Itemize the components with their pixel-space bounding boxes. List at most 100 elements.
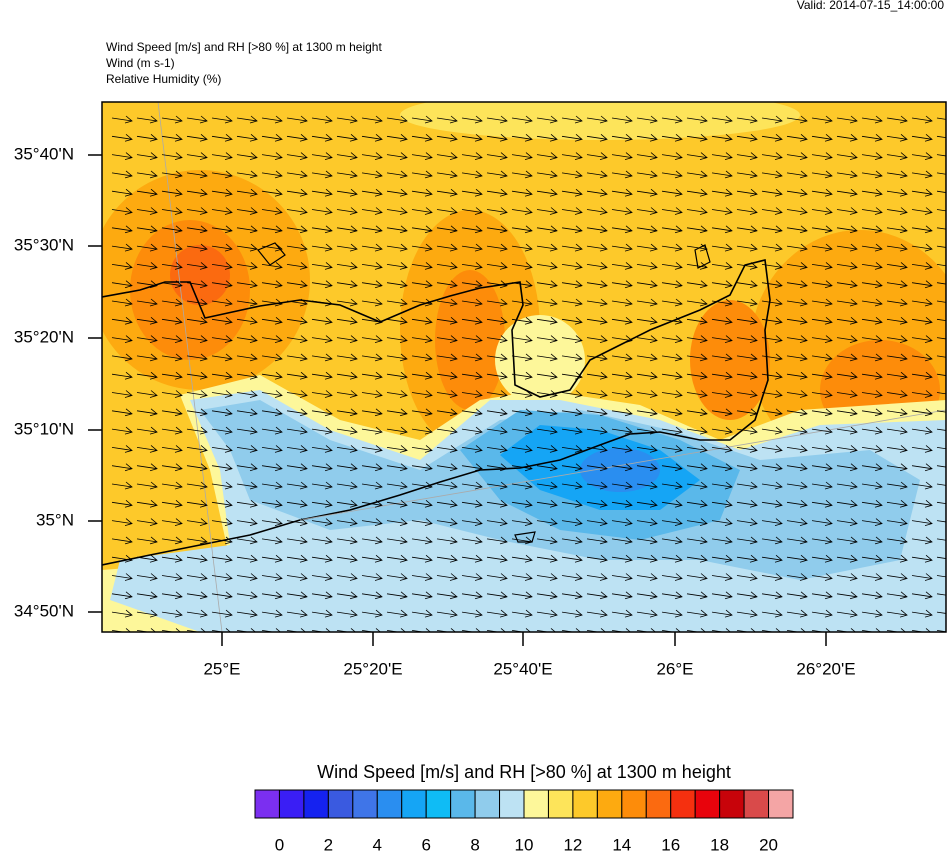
wind-arrow — [761, 536, 783, 545]
wind-arrow — [911, 335, 933, 343]
wind-arrow — [661, 188, 683, 197]
wind-arrow — [136, 262, 158, 270]
wind-arrow — [536, 536, 558, 545]
wind-arrow — [911, 426, 933, 435]
wind-arrow — [436, 554, 458, 563]
wind-arrow — [461, 481, 483, 490]
wind-arrow — [286, 554, 308, 563]
wind-arrow — [111, 133, 133, 142]
wind-arrow — [336, 262, 358, 270]
colorbar-swatch — [499, 789, 525, 819]
wind-arrow — [886, 335, 908, 343]
wind-arrow — [286, 298, 308, 307]
wind-arrow — [411, 316, 433, 325]
wind-arrow — [236, 280, 258, 289]
wind-arrow — [786, 170, 808, 179]
wind-arrow — [636, 280, 658, 289]
wind-arrow — [511, 188, 533, 197]
wind-arrow — [386, 371, 408, 380]
wind-arrow — [536, 280, 558, 289]
wind-arrow — [536, 316, 558, 325]
wind-arrow — [536, 170, 558, 179]
wind-arrow — [536, 225, 558, 234]
wind-arrow — [861, 207, 883, 215]
wind-arrow — [561, 573, 583, 581]
wind-arrow — [711, 298, 733, 307]
wind-arrow — [761, 262, 783, 270]
wind-arrow — [861, 133, 883, 142]
wind-arrow — [211, 536, 233, 545]
wind-arrow — [561, 170, 583, 179]
wind-arrow — [511, 609, 533, 618]
wind-arrow — [411, 298, 433, 307]
wind-arrow — [311, 390, 333, 398]
wind-arrow — [761, 573, 783, 581]
wind-arrow — [686, 463, 708, 472]
wind-arrow — [461, 225, 483, 234]
wind-arrow — [836, 371, 858, 380]
wind-arrow — [411, 207, 433, 215]
wind-arrow — [786, 353, 808, 362]
wind-arrow — [786, 499, 808, 508]
wind-arrow — [486, 335, 508, 343]
colorbar-swatch — [596, 789, 623, 819]
wind-arrow — [736, 536, 758, 545]
wind-arrow — [911, 408, 933, 417]
wind-arrow — [661, 390, 683, 398]
wind-arrow — [186, 115, 208, 124]
wind-arrow — [861, 481, 883, 490]
wind-arrow — [586, 426, 608, 435]
wind-arrow — [936, 172, 946, 175]
lat-label: 34°50'N — [14, 601, 74, 620]
wind-arrow — [786, 188, 808, 197]
wind-arrow — [711, 207, 733, 215]
wind-arrow — [411, 609, 433, 618]
colorbar-swatch — [694, 789, 721, 819]
wind-arrow — [261, 463, 283, 472]
wind-arrow — [636, 463, 658, 472]
wind-arrow — [136, 554, 158, 563]
wind-arrow — [786, 207, 808, 215]
colorbar-tick-label: 14 — [612, 835, 631, 854]
wind-arrow — [311, 481, 333, 490]
wind-arrow — [561, 353, 583, 362]
wind-arrow — [161, 371, 183, 380]
wind-arrow — [511, 243, 533, 252]
wind-arrow — [136, 591, 158, 600]
wind-arrow — [611, 152, 633, 160]
wind-arrow — [161, 463, 183, 472]
wind-arrow — [411, 573, 433, 581]
wind-arrow — [761, 481, 783, 490]
wind-arrow — [711, 499, 733, 508]
wind-arrow — [361, 225, 383, 234]
wind-arrow — [636, 170, 658, 179]
wind-arrow — [111, 353, 133, 362]
wind-arrow — [336, 554, 358, 563]
wind-arrow — [886, 536, 908, 545]
wind-arrow — [536, 591, 558, 600]
wind-arrow — [261, 573, 283, 581]
wind-arrow — [561, 335, 583, 343]
wind-arrow — [836, 207, 858, 215]
wind-arrow — [561, 408, 583, 417]
wind-arrow — [261, 408, 283, 417]
wind-arrow — [586, 499, 608, 508]
wind-arrow — [211, 426, 233, 435]
wind-arrow — [136, 463, 158, 472]
wind-arrow — [936, 245, 946, 248]
wind-arrow — [111, 609, 133, 618]
wind-arrow — [761, 280, 783, 289]
wind-arrow — [436, 243, 458, 252]
wind-arrow — [611, 554, 633, 563]
wind-arrow — [161, 408, 183, 417]
wind-arrow — [686, 554, 708, 563]
lat-label: 35°20'N — [14, 327, 74, 346]
colorbar-swatch — [278, 789, 305, 819]
wind-arrow — [486, 426, 508, 435]
wind-arrow — [186, 445, 208, 453]
wind-arrow — [661, 499, 683, 508]
wind-arrow — [436, 481, 458, 490]
wind-arrow — [811, 536, 833, 545]
colorbar-tick-label: 16 — [661, 835, 680, 854]
wind-arrow — [836, 426, 858, 435]
